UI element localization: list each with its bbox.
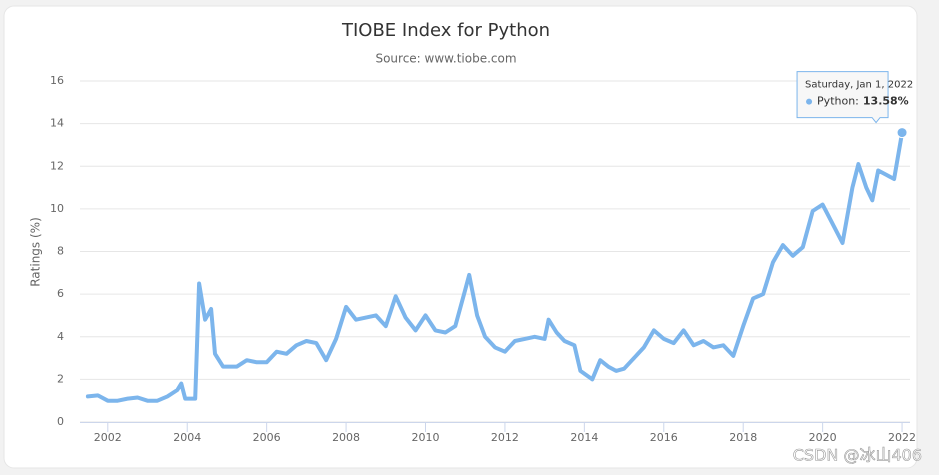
y-axis-label: Ratings (%) [29,217,43,287]
watermark: CSDN @冰山406 [793,446,922,465]
y-tick-label: 8 [57,245,64,258]
x-tick-label: 2004 [173,431,201,444]
tooltip-name: Python: [817,95,859,108]
tooltip-header: Saturday, Jan 1, 2022 [805,80,913,91]
x-tick-label: 2014 [570,431,598,444]
chart-card [3,5,918,469]
x-tick-label: 2018 [729,431,757,444]
x-tick-label: 2006 [253,431,281,444]
hover-point [896,127,908,139]
y-tick-label: 12 [50,159,64,172]
tooltip-marker [806,98,813,105]
x-tick-label: 2016 [650,431,678,444]
y-tick-label: 0 [57,415,64,428]
chart-subtitle: Source: www.tiobe.com [375,52,516,66]
grid: 0 2 4 6 8 10 12 14 16 2002 2004 2006 2008 2010 2012 201… [50,74,916,444]
x-tick-label: 2002 [94,431,122,444]
series-line [85,130,905,403]
x-tick-label: 2010 [412,431,440,444]
tooltip: Saturday, Jan 1, 2022 Python: 13.58% [796,71,913,124]
tooltip-box [796,71,889,124]
y-tick-label: 10 [50,202,64,215]
y-tick-label: 6 [57,287,64,300]
x-tick-label: 2008 [332,431,360,444]
tooltip-value: 13.58% [863,95,909,108]
y-tick-label: 2 [57,372,64,385]
plot-area [85,127,908,403]
y-tick-label: 4 [57,330,64,343]
y-tick-label: 16 [50,74,64,87]
chart-title: TIOBE Index for Python [341,20,550,41]
y-tick-label: 14 [50,117,64,130]
x-tick-label: 2020 [809,431,837,444]
x-tick-label: 2012 [491,431,519,444]
x-tick-label: 2022 [888,431,916,444]
